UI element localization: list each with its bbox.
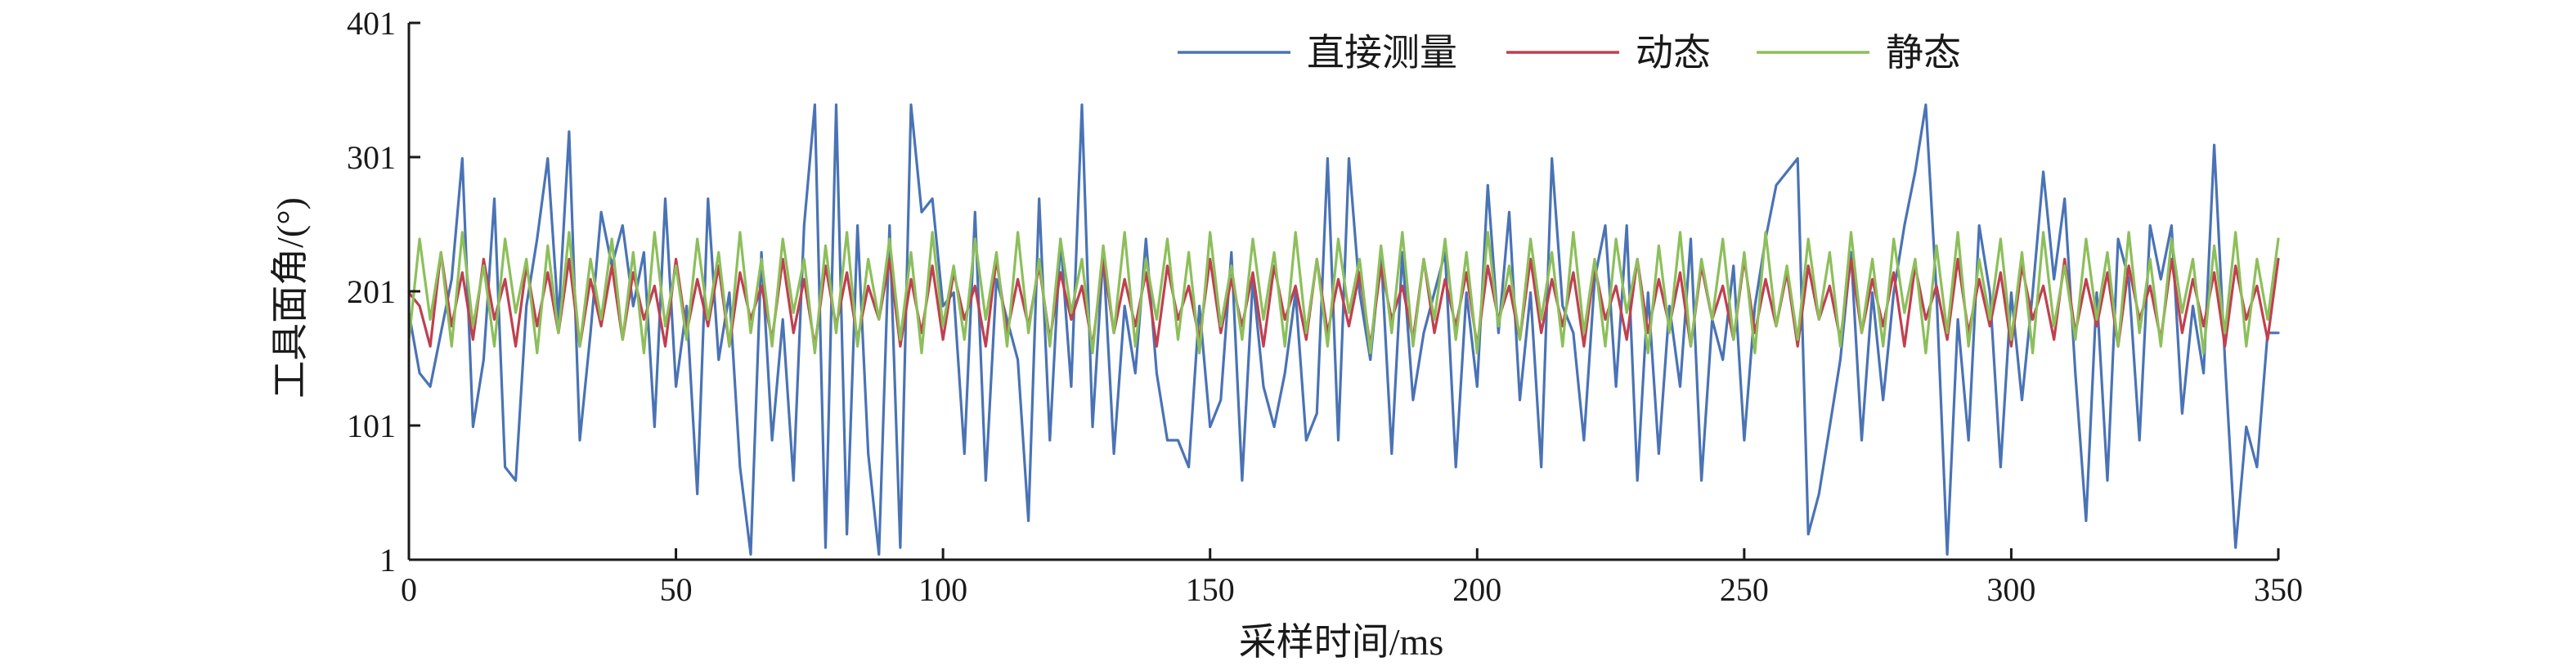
x-tick-label: 350 <box>2254 571 2303 608</box>
y-axis-title: 工具面角/(°) <box>269 197 311 399</box>
legend: 直接测量 动态 静态 <box>1178 32 1961 74</box>
series-line-3 <box>407 231 2280 354</box>
legend-label-3: 静态 <box>1886 32 1961 74</box>
y-tick-label: 101 <box>347 408 396 444</box>
x-tick-label: 100 <box>918 571 967 608</box>
x-tick-label: 50 <box>660 571 693 608</box>
x-tick-label: 250 <box>1720 571 1769 608</box>
x-tick-label: 200 <box>1452 571 1501 608</box>
y-tick-label: 201 <box>347 273 396 310</box>
series-line-1 <box>407 103 2280 556</box>
x-axis-title: 采样时间/ms <box>1239 621 1443 663</box>
y-tick-label: 1 <box>379 542 396 579</box>
legend-label-1: 直接测量 <box>1307 32 1457 74</box>
y-tick-label: 401 <box>347 5 396 42</box>
x-tick-label: 0 <box>401 571 417 608</box>
x-tick-label: 300 <box>1986 571 2035 608</box>
series-layer <box>407 103 2280 556</box>
x-tick-label: 150 <box>1186 571 1235 608</box>
legend-label-2: 动态 <box>1636 32 1711 74</box>
y-tick-label: 301 <box>347 139 396 176</box>
axes: 0 50 100 150 200 250 300 350 1 101 201 301 401 <box>347 5 2303 608</box>
